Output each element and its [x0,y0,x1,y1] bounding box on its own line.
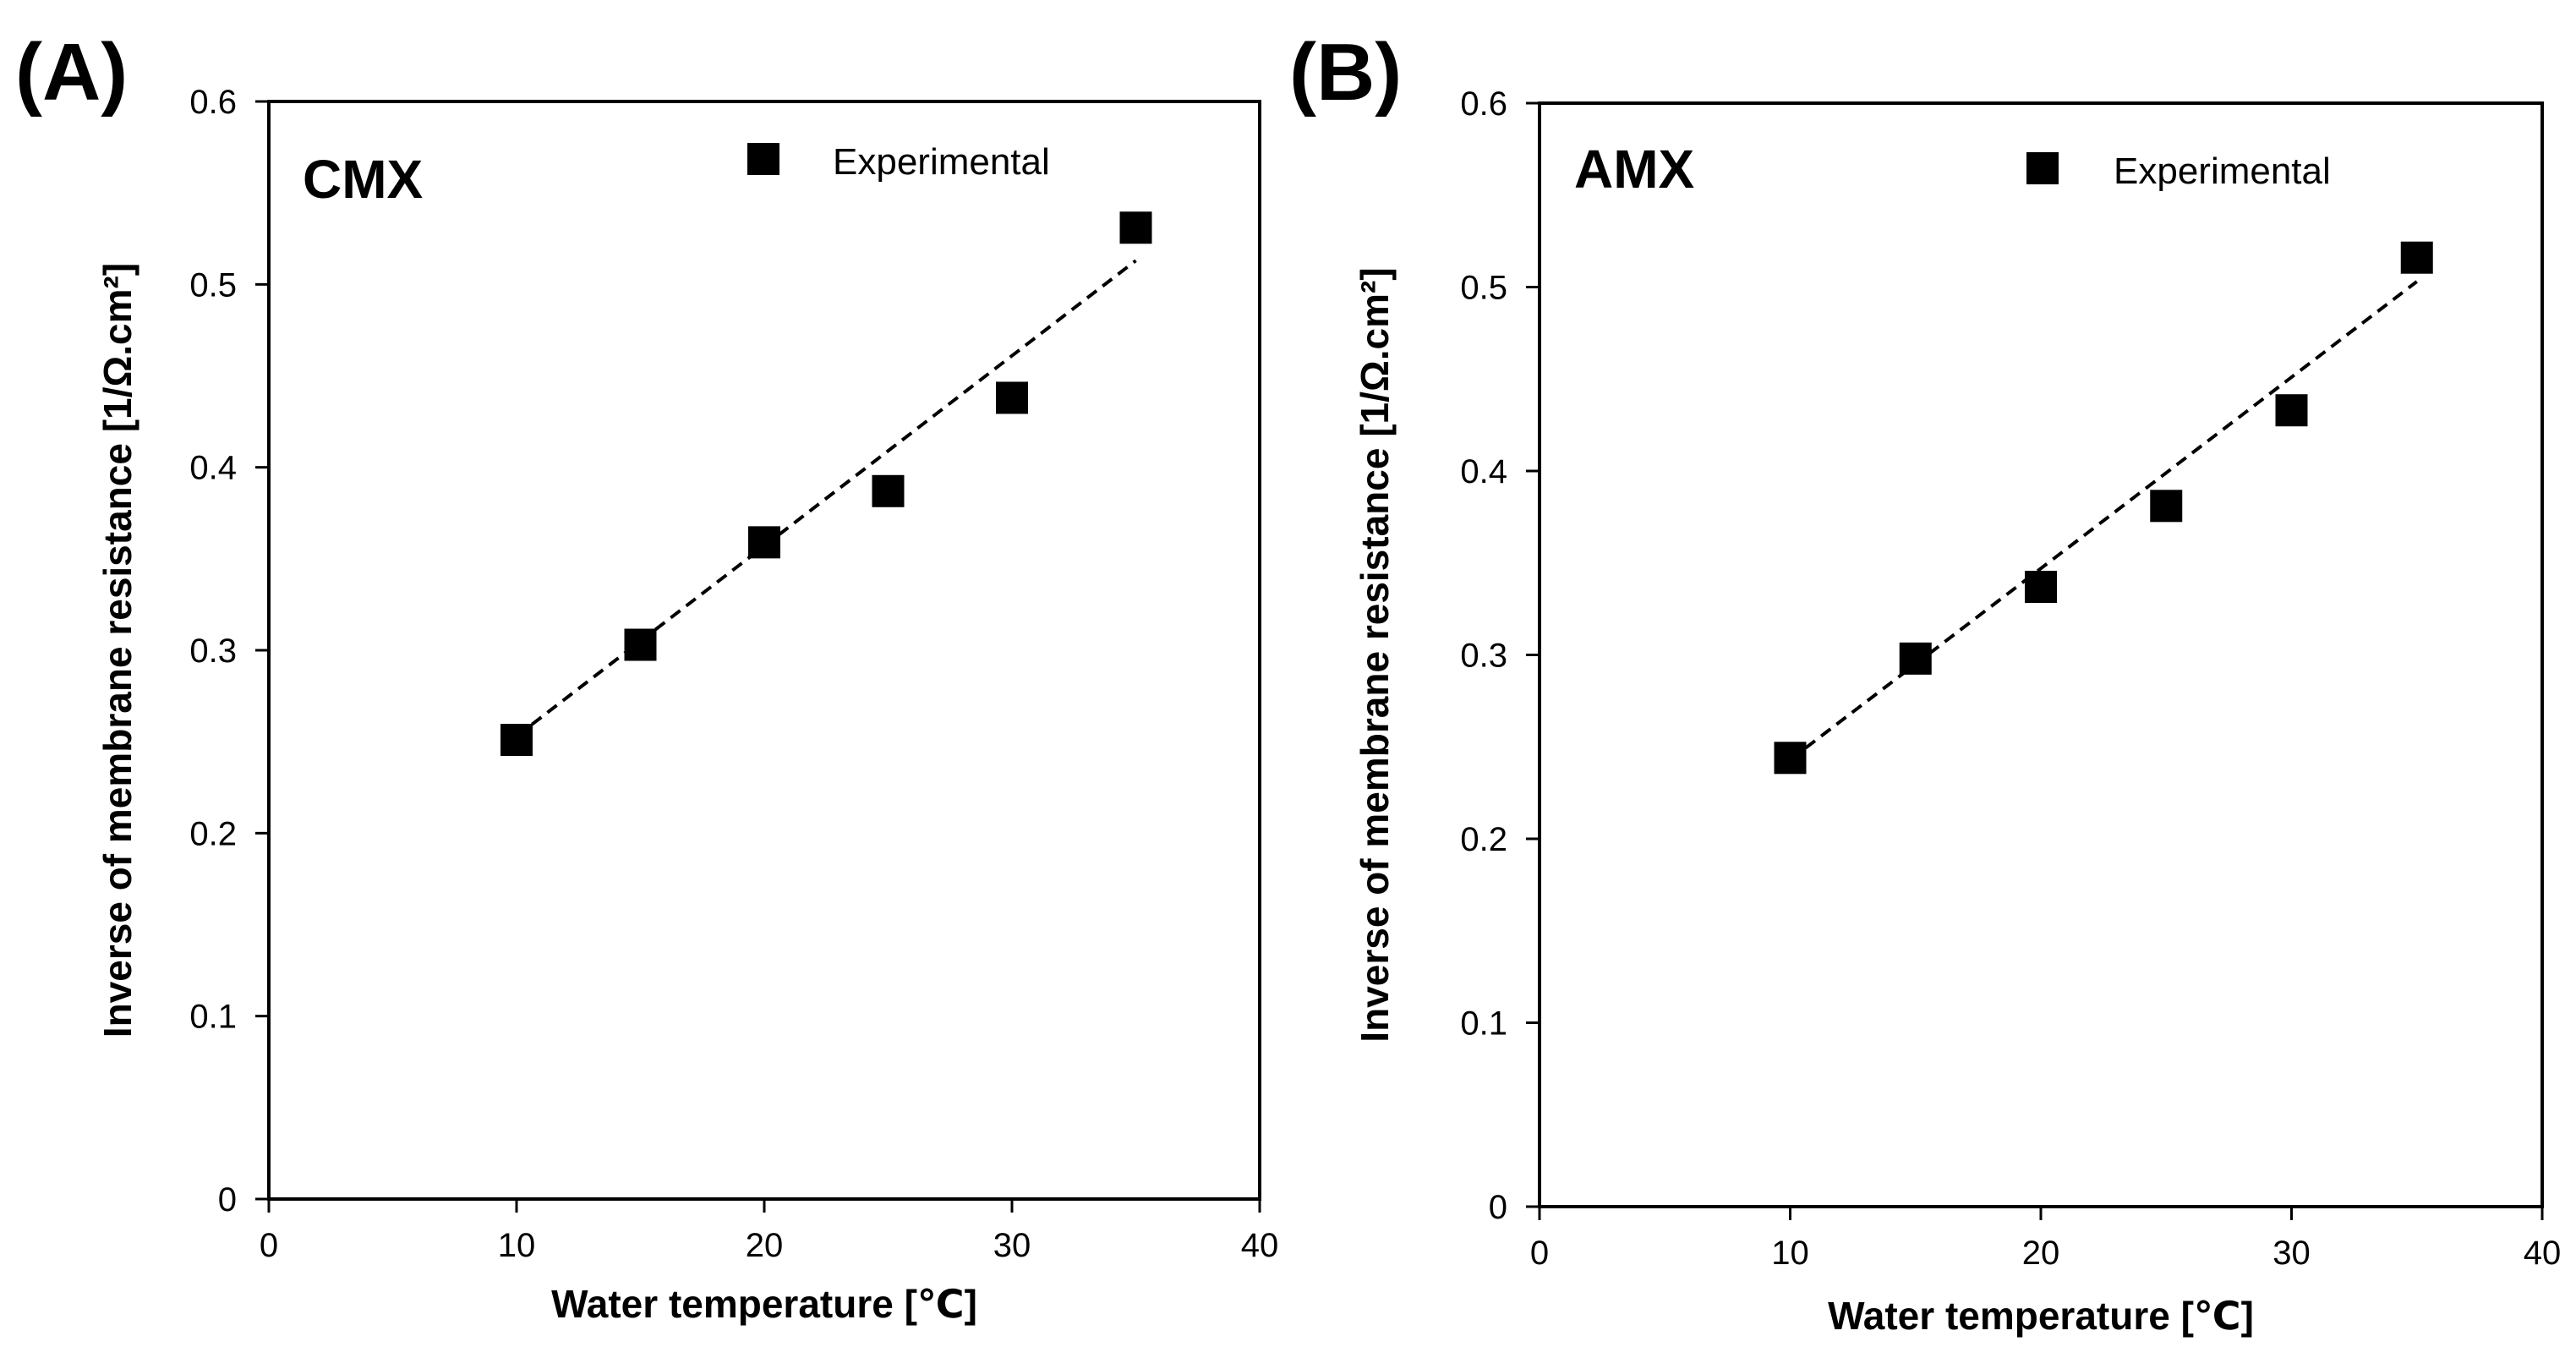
y-tick-label: 0.1 [189,999,237,1036]
y-tick-label: 0.5 [1460,270,1507,307]
data-point [624,628,657,661]
data-point [2400,241,2433,274]
x-tick-label: 30 [993,1227,1031,1264]
x-tick-label: 10 [1771,1235,1809,1272]
data-point [872,474,905,507]
y-tick-label: 0.6 [1460,85,1507,123]
y-tick-label: 0.4 [189,450,237,487]
data-point [2025,571,2057,604]
membrane-label: AMX [1574,139,1695,200]
plot-frame [1538,101,2544,1208]
data-point [996,381,1028,414]
y-tick-label: 0.4 [1460,453,1507,490]
y-tick-label: 0.2 [1460,821,1507,858]
panel-label: (B) [1289,27,1402,118]
y-tick-label: 0 [218,1181,237,1218]
y-tick-label: 0.3 [189,632,237,670]
data-point [1119,211,1152,244]
trend-line [1789,280,2418,762]
legend-marker [2026,152,2059,184]
y-tick-label: 0.1 [1460,1005,1507,1043]
chart-panel-a: 0 0.1 0.2 0.3 0.4 0.5 0.6 0 10 20 30 40 Water temper… [15,27,1278,1326]
y-tick-label: 0.5 [189,266,237,304]
x-tick-label: 20 [2022,1235,2060,1272]
y-tick-label: 0 [1489,1189,1507,1226]
legend-label: Experimental [2114,151,2331,192]
trend-line [515,259,1137,738]
data-point [1899,642,1932,675]
x-tick-label: 40 [2524,1235,2562,1272]
x-tick-label: 0 [260,1227,278,1264]
x-tick-label: 10 [498,1227,536,1264]
y-tick-label: 0.3 [1460,638,1507,675]
chart-panel-b: 0 0.1 0.2 0.3 0.4 0.5 0.6 0 10 20 30 40 Water temper… [1289,27,2561,1338]
panel-label: (A) [15,27,128,118]
x-tick-label: 0 [1530,1235,1549,1272]
x-tick-label: 40 [1241,1227,1279,1264]
y-axis-title: Inverse of membrane resistance [1/Ω.cm²] [1353,267,1397,1042]
y-tick-label: 0.6 [189,84,237,121]
y-tick-label: 0.2 [189,815,237,852]
data-point [2150,490,2183,523]
x-axis-title: Water temperature [℃] [1828,1294,2254,1338]
legend-marker [747,143,779,175]
x-axis-title: Water temperature [℃] [551,1282,977,1326]
data-point [1774,742,1807,775]
data-point [748,526,780,559]
y-axis-title: Inverse of membrane resistance [1/Ω.cm²] [96,263,139,1038]
data-point [2275,394,2308,427]
legend-label: Experimental [833,141,1050,183]
data-point [500,724,533,757]
plot-frame [267,100,1261,1201]
x-tick-label: 20 [746,1227,784,1264]
x-tick-label: 30 [2272,1235,2311,1272]
membrane-label: CMX [303,149,424,210]
